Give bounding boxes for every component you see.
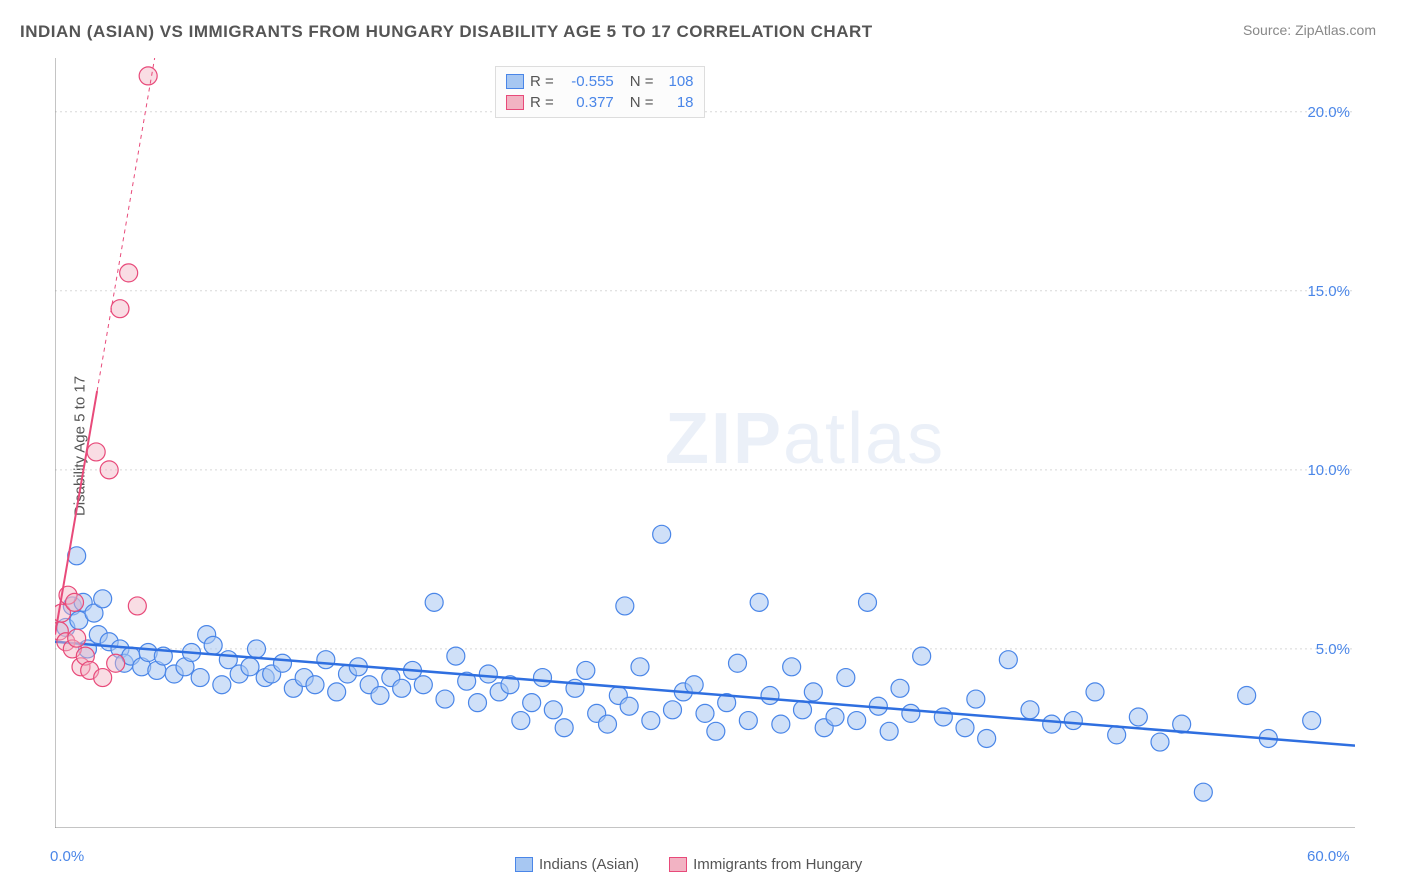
legend-row: R = -0.555 N = 108 xyxy=(506,71,694,92)
chart-source: Source: ZipAtlas.com xyxy=(1243,22,1376,38)
chart-container: INDIAN (ASIAN) VS IMMIGRANTS FROM HUNGAR… xyxy=(0,0,1406,892)
x-tick-label: 0.0% xyxy=(50,848,84,865)
chart-title: INDIAN (ASIAN) VS IMMIGRANTS FROM HUNGAR… xyxy=(20,22,873,42)
scatter-chart xyxy=(55,58,1355,828)
legend-item: Indians (Asian) xyxy=(515,856,639,873)
x-tick-label: 60.0% xyxy=(1307,848,1350,865)
correlation-legend: R = -0.555 N = 108 R = 0.377 N = 18 xyxy=(495,66,705,118)
legend-label: Indians (Asian) xyxy=(539,856,639,873)
legend-r-value: 0.377 xyxy=(560,92,614,113)
legend-swatch xyxy=(515,857,533,872)
legend-r-label: R = xyxy=(530,71,554,92)
y-tick-label: 15.0% xyxy=(1295,283,1350,300)
y-tick-label: 20.0% xyxy=(1295,104,1350,121)
legend-r-value: -0.555 xyxy=(560,71,614,92)
legend-swatch xyxy=(669,857,687,872)
legend-item: Immigrants from Hungary xyxy=(669,856,862,873)
y-tick-label: 5.0% xyxy=(1295,641,1350,658)
legend-n-value: 18 xyxy=(660,92,694,113)
legend-n-label: N = xyxy=(630,92,654,113)
legend-n-label: N = xyxy=(630,71,654,92)
plot-area: ZIPatlas xyxy=(55,58,1355,828)
series-legend: Indians (Asian) Immigrants from Hungary xyxy=(515,856,862,873)
legend-n-value: 108 xyxy=(660,71,694,92)
legend-swatch xyxy=(506,95,524,110)
y-tick-label: 10.0% xyxy=(1295,462,1350,479)
legend-swatch xyxy=(506,74,524,89)
legend-label: Immigrants from Hungary xyxy=(693,856,862,873)
legend-r-label: R = xyxy=(530,92,554,113)
legend-row: R = 0.377 N = 18 xyxy=(506,92,694,113)
